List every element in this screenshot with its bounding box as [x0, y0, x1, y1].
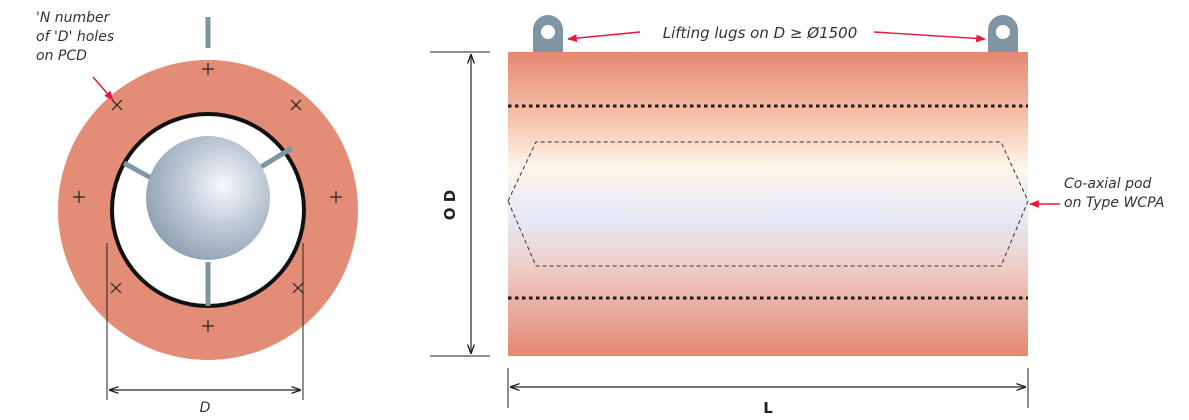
x-icon — [111, 99, 123, 111]
plus-icon — [202, 320, 214, 332]
plus-icon — [73, 191, 85, 203]
support-strut-right — [254, 145, 294, 173]
pod-label-line2: on Type WCPA — [1064, 195, 1164, 211]
lifting-lug-right — [988, 15, 1018, 52]
x-icon — [292, 282, 304, 294]
coaxial-pod-sphere — [146, 136, 270, 260]
plus-icon — [330, 191, 342, 203]
lug-pointer-arrow-left — [567, 31, 641, 43]
flange-end-view: D 'N number of 'D' holes on PCD — [36, 10, 358, 416]
lifting-lugs-label: Lifting lugs on D ≥ Ø1500 — [663, 24, 858, 42]
pipe-body — [508, 52, 1028, 356]
x-icon — [110, 282, 122, 294]
pipe-side-view: Lifting lugs on D ≥ Ø1500 O D L Co-axial… — [430, 15, 1164, 417]
d-dimension-label: D — [200, 400, 211, 416]
holes-label-line3: on PCD — [36, 48, 87, 64]
od-dimension-label: O D — [441, 190, 459, 220]
lug-pointer-arrow-right — [873, 31, 986, 43]
pod-label-line1: Co-axial pod — [1064, 176, 1152, 192]
holes-label-line2: of 'D' holes — [36, 29, 114, 45]
l-dimension-label: L — [763, 399, 773, 417]
bolt-holes — [73, 63, 342, 332]
x-icon — [290, 99, 302, 111]
plus-icon — [202, 63, 214, 75]
lifting-lug-left — [533, 15, 563, 52]
holes-pointer-arrow — [92, 76, 114, 101]
holes-label-line1: 'N number — [36, 10, 111, 26]
coaxial-pod-outline — [507, 141, 1029, 267]
